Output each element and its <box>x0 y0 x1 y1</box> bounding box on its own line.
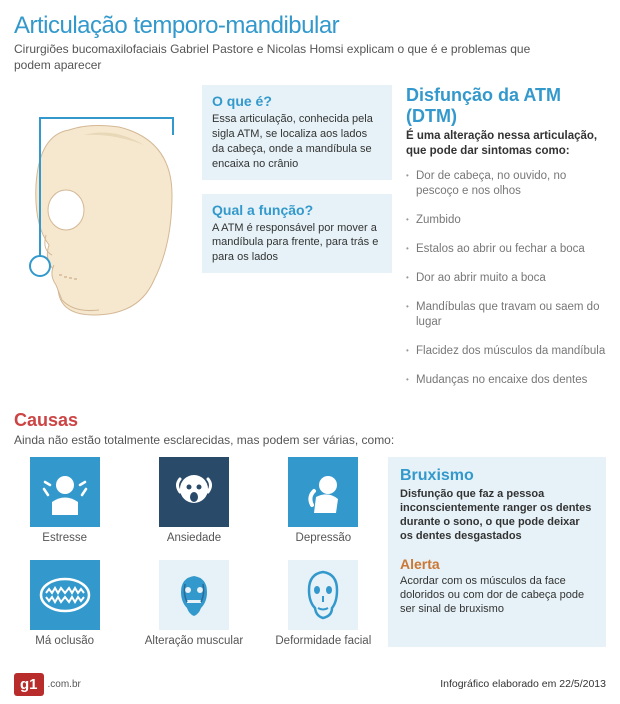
logo-domain: .com.br <box>48 679 81 690</box>
depressao-icon <box>288 457 358 527</box>
info-box-what: O que é? Essa articulação, conhecida pel… <box>202 85 392 179</box>
oclusao-icon <box>30 560 100 630</box>
info-box-text: Essa articulação, conhecida pela sigla A… <box>212 112 382 171</box>
icon-label: Depressão <box>273 532 374 544</box>
symptom-item: Estalos ao abrir ou fechar a boca <box>406 242 606 257</box>
info-box-title: O que é? <box>212 93 382 109</box>
info-box-text: A ATM é responsável por mover a mandíbul… <box>212 221 382 266</box>
info-box-title: Qual a função? <box>212 202 382 218</box>
deformidade-icon <box>288 560 358 630</box>
symptom-item: Mandíbulas que travam ou saem do lugar <box>406 300 606 330</box>
bruxismo-box: Bruxismo Disfunção que faz a pessoa inco… <box>388 457 606 647</box>
logo-mark: g1 <box>14 673 44 696</box>
causas-subtitle: Ainda não estão totalmente esclarecidas,… <box>14 433 606 447</box>
alert-text: Acordar com os músculos da face dolorido… <box>400 574 594 617</box>
info-box-function: Qual a função? A ATM é responsável por m… <box>202 194 392 274</box>
causas-section: Estresse Ansiedade Depressão Má oclusão <box>14 457 606 647</box>
footer-date: Infográfico elaborado em 22/5/2013 <box>440 678 606 690</box>
dtm-symptom-list: Dor de cabeça, no ouvido, no pescoço e n… <box>406 169 606 387</box>
icon-cell-estresse: Estresse <box>14 457 115 544</box>
symptom-item: Zumbido <box>406 213 606 228</box>
muscular-icon <box>159 560 229 630</box>
alert-title: Alerta <box>400 556 594 572</box>
icon-cell-ansiedade: Ansiedade <box>143 457 244 544</box>
icon-cell-muscular: Alteração muscular <box>143 560 244 647</box>
icon-grid: Estresse Ansiedade Depressão Má oclusão <box>14 457 374 647</box>
icon-label: Estresse <box>14 532 115 544</box>
page-subtitle: Cirurgiões bucomaxilofaciais Gabriel Pas… <box>14 42 534 73</box>
bruxismo-text: Disfunção que faz a pessoa inconscientem… <box>400 487 594 544</box>
causas-title: Causas <box>14 410 606 431</box>
page-title: Articulação temporo-mandibular <box>14 12 606 40</box>
bruxismo-title: Bruxismo <box>400 467 594 485</box>
icon-cell-oclusao: Má oclusão <box>14 560 115 647</box>
callout-line <box>172 117 174 135</box>
symptom-item: Flacidez dos músculos da mandíbula <box>406 344 606 359</box>
skull-diagram <box>14 85 194 325</box>
top-section: O que é? Essa articulação, conhecida pel… <box>14 85 606 401</box>
icon-cell-deformidade: Deformidade facial <box>273 560 374 647</box>
skull-icon <box>24 115 184 325</box>
dtm-title: Disfunção da ATM (DTM) <box>406 85 606 127</box>
ansiedade-icon <box>159 457 229 527</box>
callout-line <box>39 117 41 257</box>
icon-label: Ansiedade <box>143 532 244 544</box>
dtm-subtitle: É uma alteração nessa articulação, que p… <box>406 129 606 159</box>
logo: g1 .com.br <box>14 673 81 696</box>
icon-label: Deformidade facial <box>273 635 374 647</box>
symptom-item: Dor de cabeça, no ouvido, no pescoço e n… <box>406 169 606 199</box>
icon-cell-depressao: Depressão <box>273 457 374 544</box>
symptom-item: Mudanças no encaixe dos dentes <box>406 373 606 388</box>
footer: g1 .com.br Infográfico elaborado em 22/5… <box>14 667 606 696</box>
symptom-item: Dor ao abrir muito a boca <box>406 271 606 286</box>
icon-label: Alteração muscular <box>143 635 244 647</box>
dtm-section: Disfunção da ATM (DTM) É uma alteração n… <box>400 85 606 401</box>
callout-line <box>39 117 174 119</box>
estresse-icon <box>30 457 100 527</box>
icon-label: Má oclusão <box>14 635 115 647</box>
info-boxes: O que é? Essa articulação, conhecida pel… <box>202 85 392 401</box>
